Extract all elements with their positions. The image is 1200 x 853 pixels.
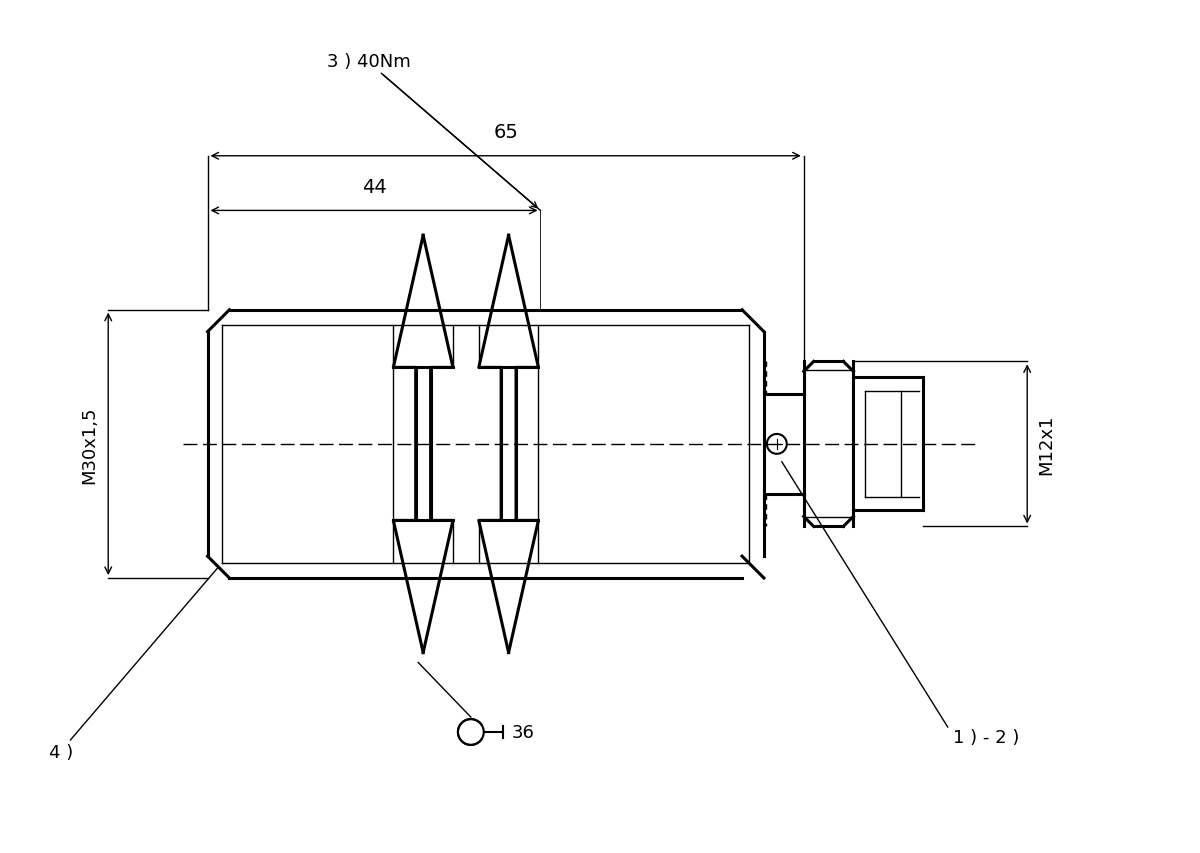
Text: 3 ) 40Nm: 3 ) 40Nm (326, 54, 410, 72)
Text: 1 ) - 2 ): 1 ) - 2 ) (953, 728, 1019, 746)
Text: 36: 36 (512, 723, 535, 741)
Text: 65: 65 (493, 123, 518, 142)
Text: 4 ): 4 ) (49, 743, 73, 761)
Text: 44: 44 (361, 177, 386, 196)
Text: M12x1: M12x1 (1037, 415, 1055, 474)
Text: M30x1,5: M30x1,5 (80, 406, 98, 483)
